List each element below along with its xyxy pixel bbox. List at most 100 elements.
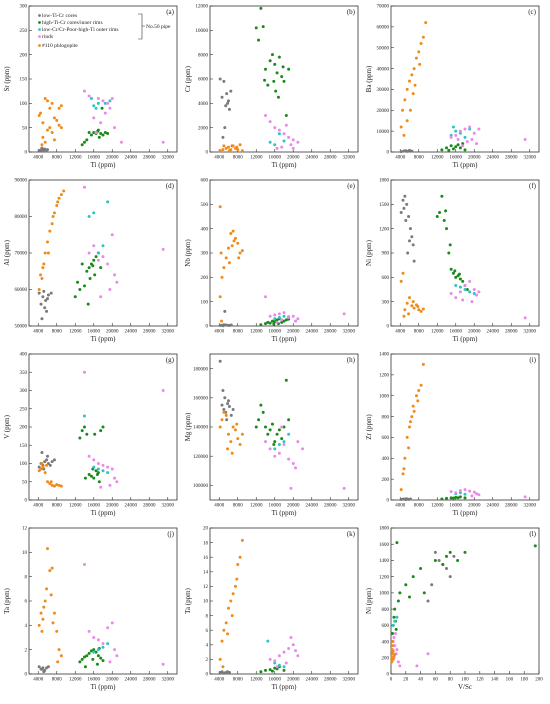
data-point <box>96 467 100 471</box>
panel-label: (j) <box>167 530 174 538</box>
data-point <box>92 258 96 262</box>
legend-bracket <box>138 13 145 40</box>
data-point <box>115 654 119 658</box>
x-tick-label: 24000 <box>125 330 138 335</box>
data-point <box>282 79 286 83</box>
data-point <box>223 126 227 130</box>
data-point <box>222 79 226 83</box>
data-point <box>282 132 286 136</box>
data-point <box>221 389 225 392</box>
data-point <box>233 236 237 240</box>
data-point <box>404 498 408 502</box>
data-point <box>222 407 226 411</box>
data-point <box>273 447 277 451</box>
data-point <box>101 659 105 663</box>
series-phl <box>399 362 425 492</box>
data-point <box>43 96 47 100</box>
y-tick-label: 10000 <box>377 130 390 135</box>
x-axis-label: Ti (ppm) <box>453 335 479 343</box>
data-point <box>37 288 41 291</box>
x-axis-label: V/Sc <box>458 683 472 691</box>
x-axis-label: Ti (ppm) <box>272 335 298 343</box>
data-point <box>468 290 472 294</box>
y-axis-label: Ta (ppm) <box>3 587 11 613</box>
data-point <box>449 267 453 271</box>
data-point <box>94 469 98 473</box>
data-point <box>37 665 41 669</box>
data-point <box>83 370 86 374</box>
data-point <box>233 584 237 588</box>
data-point <box>80 657 84 661</box>
data-point <box>393 607 397 611</box>
data-point <box>39 111 43 115</box>
data-point <box>39 302 43 306</box>
data-point <box>113 126 117 130</box>
data-point <box>227 261 231 265</box>
data-point <box>456 143 460 147</box>
x-axis-label: Ti (ppm) <box>272 509 298 517</box>
data-point <box>87 266 91 270</box>
data-point <box>398 664 402 668</box>
data-point <box>229 413 233 417</box>
x-tick-label: 4000 <box>395 156 406 161</box>
x-tick-label: 8000 <box>414 156 425 161</box>
data-point <box>106 465 110 469</box>
data-point <box>395 541 399 545</box>
y-tick-label: 200 <box>382 478 390 483</box>
data-point <box>475 293 479 297</box>
data-point <box>468 279 472 283</box>
data-point <box>277 451 281 455</box>
data-point <box>270 319 274 323</box>
data-point <box>393 644 397 648</box>
data-point <box>523 137 527 141</box>
y-tick-label: 1200 <box>379 227 390 232</box>
series-low <box>37 451 56 471</box>
x-tick-label: 8000 <box>52 504 63 509</box>
data-point <box>454 145 458 149</box>
data-point <box>99 429 103 433</box>
y-tick-label: 300 <box>201 252 209 257</box>
legend-marker <box>38 21 41 24</box>
data-point <box>89 474 93 478</box>
data-point <box>456 496 460 500</box>
data-point <box>83 284 86 288</box>
y-axis-label: Ni (ppm) <box>365 239 373 266</box>
data-point <box>83 185 86 189</box>
data-point <box>231 407 235 411</box>
x-tick-label: 16000 <box>269 330 282 335</box>
y-tick-label: 12 <box>22 527 28 532</box>
data-point <box>472 131 476 135</box>
data-point <box>50 131 54 135</box>
data-point <box>96 638 100 642</box>
y-tick-label: 1000 <box>379 592 390 597</box>
data-point <box>396 599 400 603</box>
y-tick-label: 20000 <box>377 109 390 114</box>
data-point <box>218 149 222 153</box>
data-point <box>218 205 222 209</box>
y-axis-label: Cr (ppm) <box>184 65 192 92</box>
series-phl <box>399 271 425 318</box>
data-point <box>412 409 416 413</box>
data-point <box>87 454 91 458</box>
data-point <box>408 148 411 152</box>
data-point <box>56 660 60 664</box>
data-point <box>399 125 403 129</box>
x-tick-label: 4000 <box>214 156 225 161</box>
y-tick-label: 0 <box>25 151 28 156</box>
data-point <box>57 196 61 200</box>
data-point <box>390 631 394 635</box>
data-point <box>390 644 394 648</box>
data-point <box>59 104 63 108</box>
data-point <box>227 606 230 610</box>
y-tick-label: 18 <box>203 541 209 546</box>
series-phl <box>218 538 244 669</box>
data-point <box>277 312 281 316</box>
y-tick-label: 0 <box>387 151 390 156</box>
data-point <box>440 148 444 152</box>
series-rind <box>268 636 300 669</box>
data-point <box>92 465 96 469</box>
x-tick-label: 20 <box>403 678 409 683</box>
data-point <box>408 425 411 429</box>
data-point <box>55 629 59 633</box>
chart-panel-0: 4000 8000 12000 16000 20000 24000 28000 32000 0 5… <box>3 5 178 169</box>
